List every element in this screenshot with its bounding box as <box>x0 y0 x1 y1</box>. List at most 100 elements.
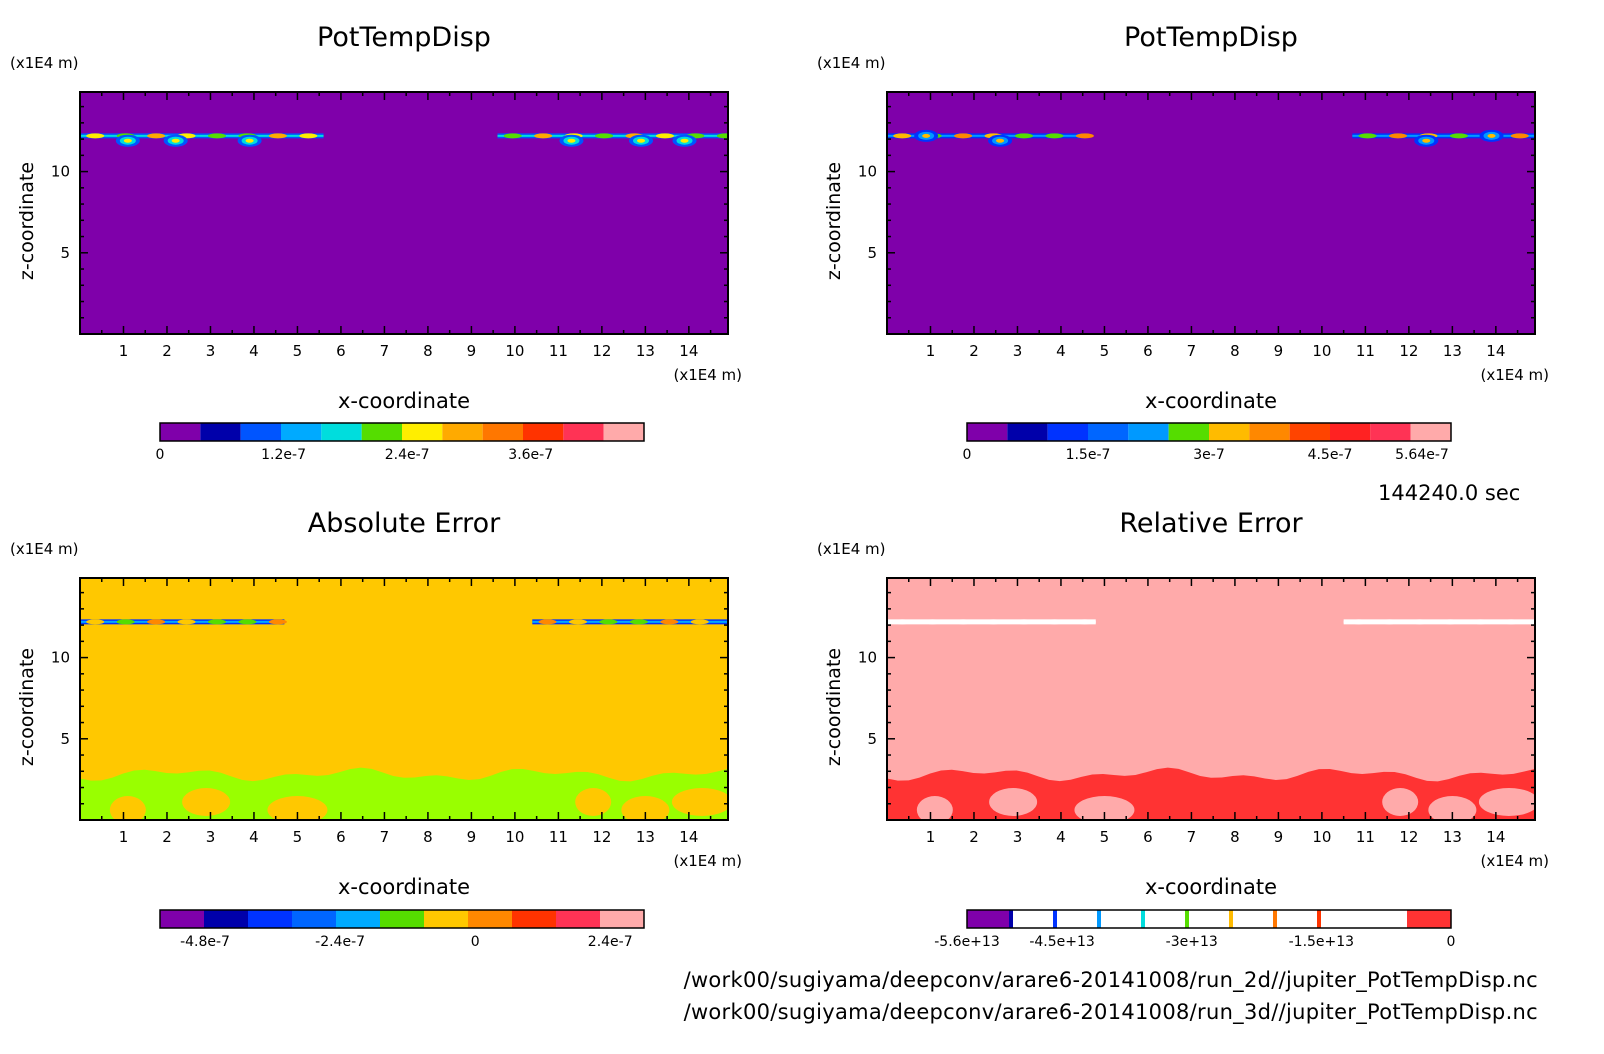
panel-title: PotTempDisp <box>1124 22 1298 53</box>
x-tick-label: 2 <box>162 828 172 846</box>
y-unit-label: (x1E4 m) <box>10 54 79 72</box>
band-patch <box>690 619 709 625</box>
x-axis-label: x-coordinate <box>338 875 470 899</box>
y-tick-label: 10 <box>51 163 70 181</box>
x-tick-label: 6 <box>1143 342 1153 360</box>
x-tick-label: 11 <box>549 828 568 846</box>
colorbar-segment <box>1128 423 1169 441</box>
blob-inner <box>1487 133 1496 138</box>
x-tick-label: 5 <box>293 342 303 360</box>
band-patch <box>1449 133 1468 139</box>
low-region-blob <box>182 788 231 816</box>
colorbar-tick-label: 3.6e-7 <box>508 447 553 463</box>
colorbar-tick-label: 0 <box>963 447 972 463</box>
colorbar-segment <box>603 423 644 441</box>
colorbar-segment <box>512 910 556 928</box>
colorbar-segment <box>1007 423 1048 441</box>
colorbar-tick-label: -1.5e+13 <box>1289 934 1354 950</box>
x-tick-label: 10 <box>1312 828 1331 846</box>
x-tick-label: 2 <box>969 828 979 846</box>
x-tick-label: 14 <box>1486 342 1505 360</box>
colorbar-segment <box>248 910 292 928</box>
x-tick-label: 11 <box>1356 828 1375 846</box>
colorbar-segment <box>361 423 402 441</box>
time-label: 144240.0 sec <box>1378 481 1521 505</box>
band-patch <box>1441 619 1460 625</box>
colorbar-segment <box>1187 910 1231 928</box>
colorbar-tick-label: -3e+13 <box>1166 934 1218 950</box>
y-tick-label: 5 <box>867 730 877 748</box>
colorbar-segment <box>336 910 380 928</box>
low-region-blob <box>1074 796 1135 820</box>
colorbar-tick-label: -5.6e+13 <box>934 934 999 950</box>
colorbar-divider <box>1229 910 1233 928</box>
band-patch <box>177 619 196 625</box>
x-unit-label: (x1E4 m) <box>1480 366 1549 384</box>
x-unit-label: (x1E4 m) <box>673 852 742 870</box>
colorbar-segment <box>1407 910 1451 928</box>
plot-field <box>80 133 728 147</box>
panel-title: Absolute Error <box>308 508 501 539</box>
x-unit-label: (x1E4 m) <box>673 366 742 384</box>
colorbar-segment <box>967 423 1008 441</box>
x-tick-label: 3 <box>1013 828 1023 846</box>
x-axis-label: x-coordinate <box>1145 389 1277 413</box>
colorbar-segment <box>292 910 336 928</box>
colorbar-segment <box>1143 910 1187 928</box>
x-tick-label: 13 <box>1443 828 1462 846</box>
band-patch <box>86 619 105 625</box>
colorbar-divider <box>1053 910 1057 928</box>
band-patch <box>1389 133 1408 139</box>
band-patch <box>534 133 553 139</box>
x-tick-label: 1 <box>926 828 936 846</box>
x-tick-label: 7 <box>380 828 390 846</box>
blob-inner <box>1422 138 1431 143</box>
x-tick-label: 12 <box>1399 342 1418 360</box>
x-tick-label: 5 <box>1100 828 1110 846</box>
band-patch <box>1014 133 1033 139</box>
band-patch <box>147 619 166 625</box>
band-patch <box>1045 133 1064 139</box>
band-patch <box>954 133 973 139</box>
low-region-blob <box>671 788 728 816</box>
colorbar-divider <box>1097 910 1101 928</box>
colorbar-segment <box>281 423 322 441</box>
band-patch <box>655 133 674 139</box>
colorbar-tick-label: 2.4e-7 <box>588 934 633 950</box>
x-tick-label: 10 <box>1312 342 1331 360</box>
band-patch <box>1349 619 1368 625</box>
x-tick-label: 14 <box>1486 828 1505 846</box>
band-patch <box>1075 619 1094 625</box>
colorbar-divider <box>1141 910 1145 928</box>
colorbar-tick-label: -4.8e-7 <box>180 934 230 950</box>
band-patch <box>147 133 166 139</box>
x-tick-label: 8 <box>1230 828 1240 846</box>
low-region-blob <box>109 796 146 820</box>
colorbar-segment <box>424 910 468 928</box>
x-tick-label: 6 <box>336 342 346 360</box>
x-tick-label: 3 <box>206 828 216 846</box>
panel-3: Absolute Error(x1E4 m)1 2 3 4 5 6 7 8 9 10 11 12 13 1… <box>10 508 742 950</box>
band-patch <box>207 619 226 625</box>
x-tick-label: 2 <box>162 342 172 360</box>
blob-inner <box>680 138 689 143</box>
colorbar-tick-label: -2.4e-7 <box>315 934 365 950</box>
colorbar-divider <box>1009 910 1013 928</box>
band-patch <box>1502 619 1521 625</box>
x-tick-label: 12 <box>592 342 611 360</box>
colorbar-segment <box>1168 423 1209 441</box>
band-patch <box>238 619 257 625</box>
colorbar-segment <box>1319 910 1363 928</box>
x-tick-label: 14 <box>679 828 698 846</box>
colorbar-segment <box>600 910 644 928</box>
x-tick-label: 7 <box>380 342 390 360</box>
x-tick-label: 1 <box>119 342 129 360</box>
colorbar-tick-label: 2.4e-7 <box>385 447 430 463</box>
colorbar-segment <box>240 423 281 441</box>
colorbar-segment <box>1099 910 1143 928</box>
y-axis-label: z-coordinate <box>16 648 38 766</box>
y-unit-label: (x1E4 m) <box>817 54 886 72</box>
x-tick-label: 10 <box>505 342 524 360</box>
plot-field <box>80 619 728 820</box>
y-tick-label: 5 <box>60 730 70 748</box>
